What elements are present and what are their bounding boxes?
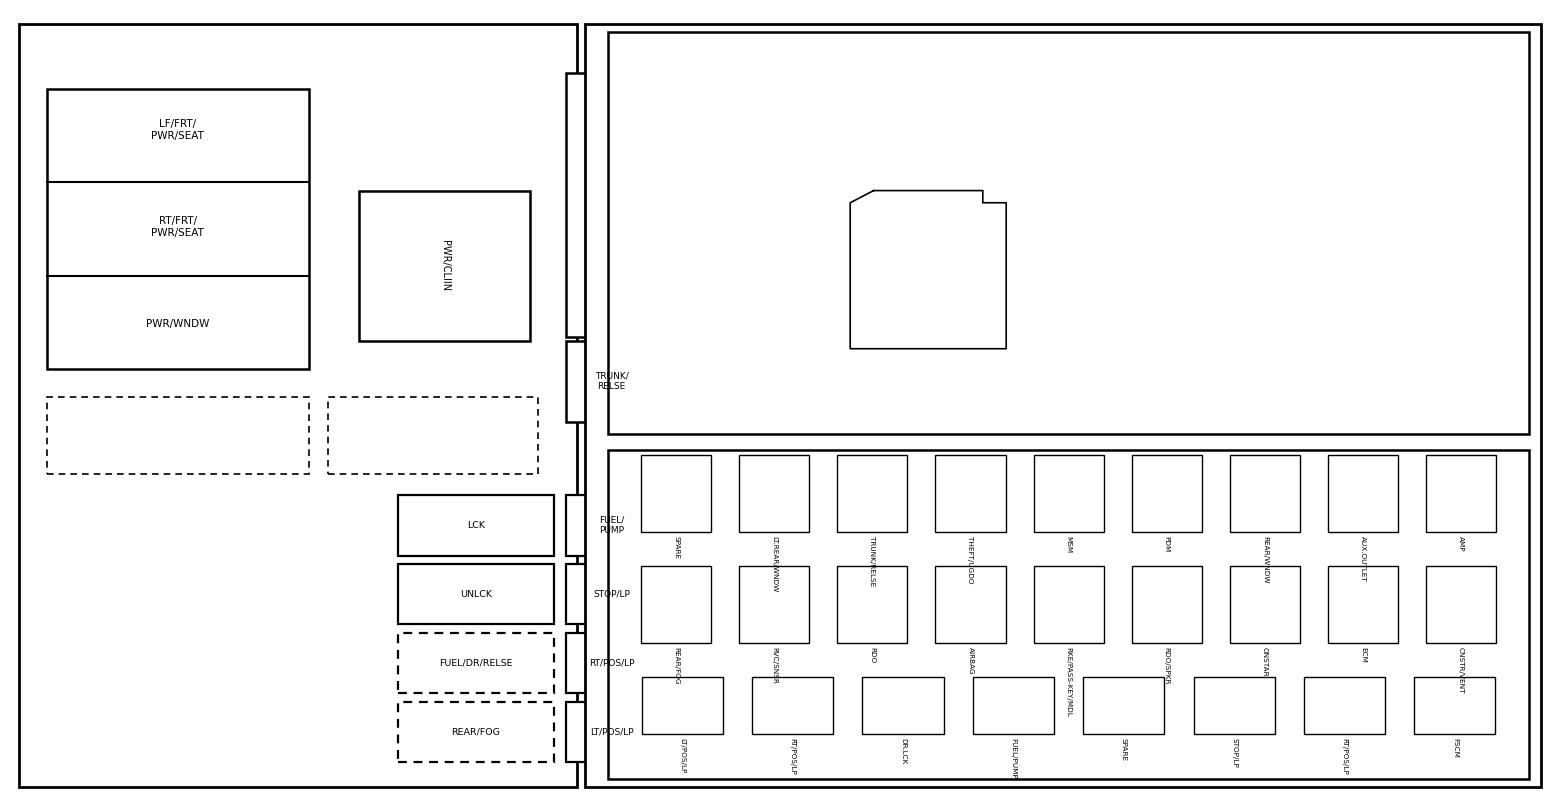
- Text: ECM: ECM: [1360, 647, 1367, 663]
- Text: RT/POS/LP: RT/POS/LP: [789, 738, 796, 775]
- Text: AIRBAG: AIRBAG: [967, 647, 973, 675]
- Text: RDO/SPKR: RDO/SPKR: [1164, 647, 1170, 684]
- Bar: [1328, 454, 1398, 532]
- Text: SPARE: SPARE: [674, 536, 679, 559]
- Text: RT/FRT/
PWR/SEAT: RT/FRT/ PWR/SEAT: [151, 217, 204, 238]
- Bar: [838, 566, 908, 642]
- Text: PWR/CLIIN: PWR/CLIIN: [440, 240, 449, 291]
- Bar: [398, 495, 554, 556]
- Text: MSM: MSM: [1065, 536, 1072, 553]
- Bar: [1304, 677, 1385, 734]
- Text: STOP/LP: STOP/LP: [1231, 738, 1237, 768]
- Bar: [1083, 677, 1164, 734]
- Bar: [608, 32, 1529, 434]
- Bar: [1415, 677, 1496, 734]
- Text: AMP: AMP: [1459, 536, 1463, 551]
- Text: TRUNK/RELSE: TRUNK/RELSE: [869, 536, 875, 586]
- Bar: [608, 450, 1529, 779]
- Bar: [359, 191, 530, 341]
- Bar: [641, 677, 722, 734]
- Text: RT/POS/LP: RT/POS/LP: [1342, 738, 1348, 775]
- Bar: [1034, 566, 1104, 642]
- Text: LF/FRT/
PWR/SEAT: LF/FRT/ PWR/SEAT: [151, 119, 204, 140]
- Bar: [1131, 454, 1201, 532]
- Bar: [1034, 454, 1104, 532]
- Text: LT/POS/LP: LT/POS/LP: [590, 727, 633, 736]
- Bar: [641, 566, 711, 642]
- Text: FUEL/
PUMP: FUEL/ PUMP: [599, 516, 624, 534]
- Text: ONSTAR: ONSTAR: [1262, 647, 1268, 676]
- Text: LT/POS/LP: LT/POS/LP: [679, 738, 685, 774]
- Text: DR.LCK: DR.LCK: [900, 738, 906, 765]
- Text: TRUNK/
RELSE: TRUNK/ RELSE: [594, 371, 629, 391]
- Bar: [973, 677, 1055, 734]
- Text: REAR/FOG: REAR/FOG: [451, 727, 501, 736]
- Bar: [863, 677, 944, 734]
- Text: CNSTR/VENT: CNSTR/VENT: [1459, 647, 1463, 693]
- Text: FUEL/PUMP: FUEL/PUMP: [1011, 738, 1017, 779]
- Bar: [641, 454, 711, 532]
- Text: THEFT/UGDO: THEFT/UGDO: [967, 536, 973, 583]
- Bar: [838, 454, 908, 532]
- Bar: [1131, 566, 1201, 642]
- Text: REAR/FOG: REAR/FOG: [674, 647, 679, 684]
- Bar: [936, 566, 1006, 642]
- Bar: [566, 564, 657, 624]
- Text: LCK: LCK: [466, 521, 485, 530]
- Text: RKE/PASS-KEY/MDL: RKE/PASS-KEY/MDL: [1065, 647, 1072, 717]
- Bar: [1229, 454, 1299, 532]
- Text: SPARE: SPARE: [1120, 738, 1126, 762]
- Bar: [47, 397, 309, 474]
- Text: RDO: RDO: [869, 647, 875, 663]
- Text: RVC/SNSR: RVC/SNSR: [771, 647, 777, 684]
- Bar: [752, 677, 833, 734]
- Bar: [398, 702, 554, 762]
- Text: AUX.OUTLET: AUX.OUTLET: [1360, 536, 1367, 581]
- Text: LT.REAR/WNDW: LT.REAR/WNDW: [771, 536, 777, 592]
- Bar: [328, 397, 538, 474]
- Bar: [739, 566, 810, 642]
- Bar: [19, 24, 577, 787]
- Bar: [1328, 566, 1398, 642]
- Bar: [1426, 454, 1496, 532]
- Text: UNLCK: UNLCK: [460, 590, 491, 599]
- Bar: [398, 633, 554, 693]
- Bar: [566, 702, 657, 762]
- Bar: [398, 564, 554, 624]
- Bar: [47, 89, 309, 369]
- Bar: [566, 341, 657, 422]
- Text: STOP/LP: STOP/LP: [593, 590, 630, 599]
- Bar: [1229, 566, 1299, 642]
- Bar: [566, 73, 657, 337]
- Bar: [566, 633, 657, 693]
- Bar: [1193, 677, 1275, 734]
- Text: FSCM: FSCM: [1452, 738, 1459, 758]
- Text: PWR/WNDW: PWR/WNDW: [147, 320, 209, 329]
- Text: REAR/WNDW: REAR/WNDW: [1262, 536, 1268, 583]
- Bar: [739, 454, 810, 532]
- Bar: [1426, 566, 1496, 642]
- Text: PDM: PDM: [1164, 536, 1170, 552]
- Bar: [566, 495, 657, 556]
- Bar: [936, 454, 1006, 532]
- Bar: [585, 24, 1541, 787]
- Text: RT/POS/LP: RT/POS/LP: [588, 659, 635, 667]
- Text: FUEL/DR/RELSE: FUEL/DR/RELSE: [438, 659, 513, 667]
